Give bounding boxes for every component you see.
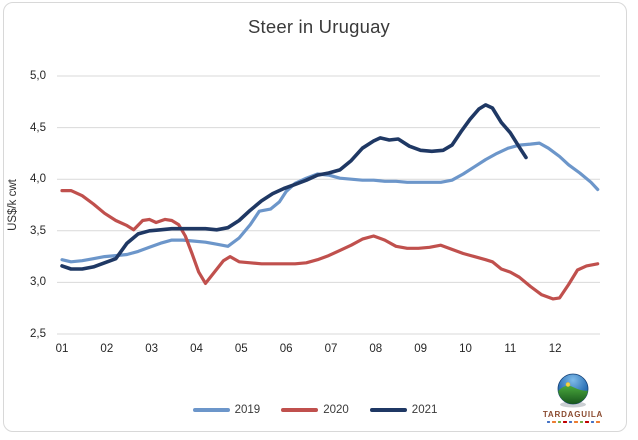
logo-subtext-mark bbox=[557, 420, 561, 423]
series-line-2021 bbox=[60, 103, 528, 271]
logo: TARDAGUILA bbox=[537, 372, 609, 423]
logo-brand-text: TARDAGUILA bbox=[542, 410, 604, 419]
x-tick-label: 10 bbox=[459, 343, 472, 355]
x-tick-label: 09 bbox=[414, 343, 428, 355]
y-tick-label: 4,0 bbox=[30, 173, 46, 186]
x-tick-label: 04 bbox=[190, 343, 203, 355]
x-tick-label: 11 bbox=[504, 343, 517, 355]
x-tick-label: 12 bbox=[548, 343, 562, 355]
logo-subtext-mark bbox=[596, 420, 600, 423]
x-tick-label: 07 bbox=[324, 343, 338, 355]
logo-subtext-mark bbox=[590, 420, 594, 423]
x-tick-label: 01 bbox=[55, 343, 69, 355]
legend-swatch-2019 bbox=[192, 408, 230, 412]
y-tick-label: 5,0 bbox=[30, 70, 46, 82]
x-tick-label: 05 bbox=[234, 343, 248, 355]
y-tick-label: 4,5 bbox=[30, 121, 46, 134]
y-tick-label: 3,0 bbox=[30, 276, 46, 289]
legend-swatch-2021 bbox=[369, 408, 407, 412]
legend-label-2019: 2019 bbox=[234, 404, 261, 416]
logo-globe-icon bbox=[557, 373, 589, 408]
x-tick-label: 03 bbox=[145, 343, 159, 355]
legend-item-2019: 2019 bbox=[192, 404, 261, 416]
logo-subtext-mark bbox=[579, 420, 583, 423]
legend-swatch-2020 bbox=[281, 408, 319, 412]
chart-frame bbox=[3, 2, 627, 432]
legend-item-2020: 2020 bbox=[281, 404, 349, 416]
x-tick-label: 06 bbox=[279, 343, 293, 355]
x-tick-label: 02 bbox=[100, 343, 114, 355]
chart-title: Steer in Uruguay bbox=[247, 16, 391, 37]
y-tick-label: 2,5 bbox=[30, 328, 46, 340]
logo-subtext-mark bbox=[563, 420, 567, 423]
logo-subtext-mark bbox=[552, 420, 556, 423]
logo-subtext-marks bbox=[546, 420, 600, 423]
legend-item-2021: 2021 bbox=[369, 404, 438, 416]
logo-subtext-mark bbox=[568, 420, 572, 423]
logo-subtext-mark bbox=[574, 420, 578, 423]
legend-label-2020: 2020 bbox=[323, 404, 349, 416]
legend-label-2021: 2021 bbox=[411, 404, 438, 416]
x-tick-label: 08 bbox=[369, 343, 383, 355]
logo-subtext-mark bbox=[546, 420, 550, 423]
y-axis-title: US$/k cwt bbox=[7, 179, 19, 231]
series-line-2019 bbox=[60, 141, 600, 264]
logo-subtext-mark bbox=[585, 420, 589, 423]
legend: 2019 2020 2021 bbox=[0, 402, 630, 418]
y-tick-label: 3,5 bbox=[30, 224, 46, 237]
series-line-2020 bbox=[60, 189, 600, 301]
